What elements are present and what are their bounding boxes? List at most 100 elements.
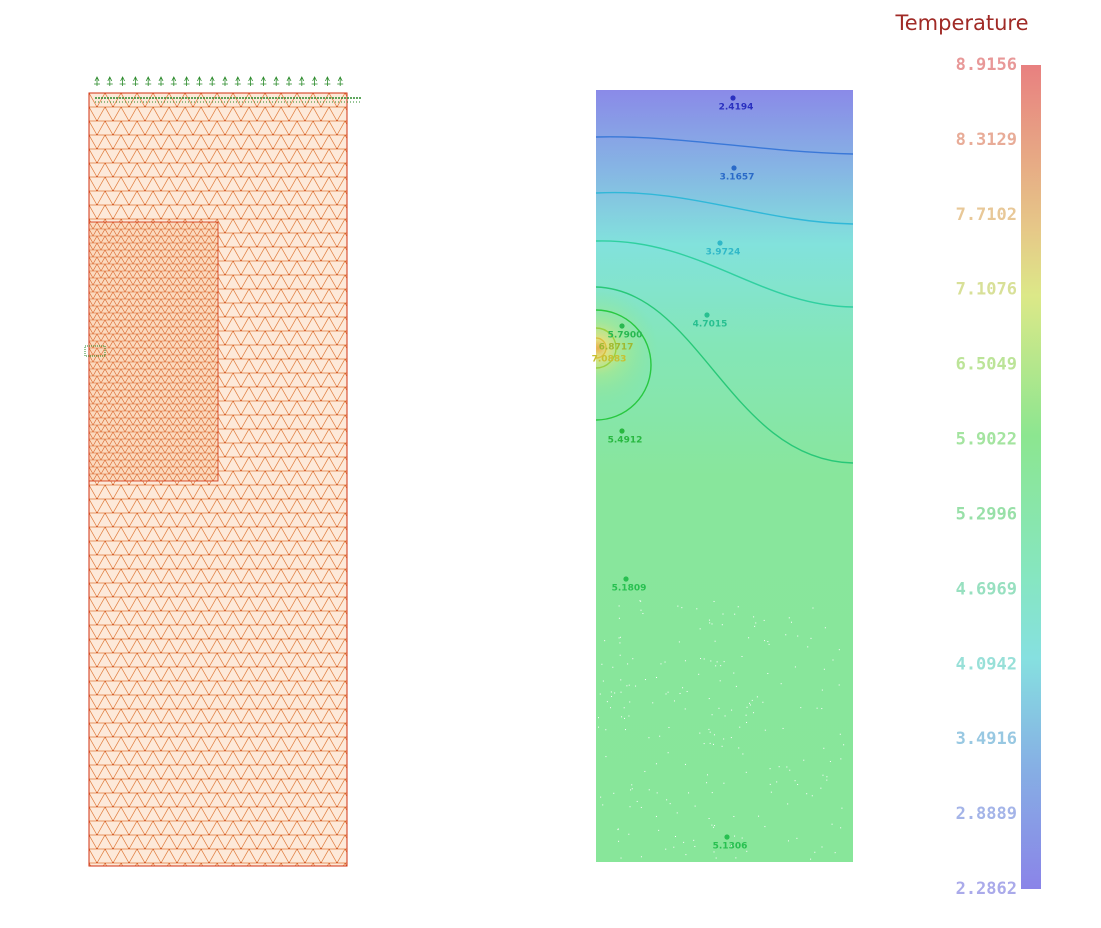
speckle	[600, 796, 602, 798]
speckle	[797, 635, 799, 637]
speckle	[787, 803, 789, 805]
speckle	[822, 774, 824, 776]
speckle	[708, 698, 710, 700]
marker	[132, 76, 139, 86]
probe-label: 5.7900	[608, 331, 643, 341]
speckle	[821, 846, 823, 848]
speckle	[677, 605, 679, 607]
colorbar	[1021, 65, 1041, 889]
speckle	[676, 812, 678, 814]
speckle	[621, 716, 623, 718]
speckle	[678, 641, 680, 643]
speckle	[617, 828, 619, 830]
speckle	[735, 857, 737, 859]
marker	[196, 76, 203, 86]
marker	[170, 76, 177, 86]
speckle	[656, 792, 658, 794]
speckle	[769, 783, 771, 785]
speckle	[684, 660, 686, 662]
hot-spot	[596, 90, 853, 862]
speckle	[812, 607, 814, 609]
speckle	[713, 734, 715, 736]
speckle	[721, 745, 723, 747]
probe-label: 2.4194	[719, 103, 754, 113]
speckle	[723, 738, 725, 740]
speckle	[767, 673, 769, 675]
speckle	[644, 770, 646, 772]
speckle	[666, 799, 668, 801]
marker	[260, 76, 267, 86]
speckle	[718, 707, 720, 709]
speckle	[619, 654, 621, 656]
speckle	[624, 729, 626, 731]
speckle	[737, 606, 739, 608]
probe-label: 5.1809	[612, 584, 647, 594]
speckle	[814, 851, 816, 853]
colorbar-label: 8.9156	[956, 55, 1017, 75]
speckle	[733, 815, 735, 817]
speckle	[821, 708, 823, 710]
probe-label: 6.8717	[599, 343, 634, 353]
speckle	[611, 695, 613, 697]
speckle	[721, 624, 723, 626]
speckle	[703, 658, 705, 660]
speckle	[770, 791, 772, 793]
speckle	[629, 701, 631, 703]
speckle	[636, 800, 638, 802]
colorbar-label: 3.4916	[956, 729, 1017, 749]
colorbar-label: 7.1076	[956, 280, 1017, 300]
speckle	[800, 707, 802, 709]
speckle	[745, 771, 747, 773]
speckle	[797, 784, 799, 786]
probe-point	[623, 576, 629, 582]
speckle	[790, 621, 792, 623]
speckle	[768, 643, 770, 645]
speckle	[618, 605, 620, 607]
speckle	[696, 608, 698, 610]
speckle	[789, 769, 791, 771]
speckle	[796, 837, 798, 839]
speckle	[839, 733, 841, 735]
speckle	[762, 701, 764, 703]
speckle	[741, 656, 743, 658]
speckle	[684, 708, 686, 710]
speckle	[684, 763, 686, 765]
speckle	[763, 619, 765, 621]
speckle	[652, 702, 654, 704]
speckle	[748, 702, 750, 704]
speckle	[658, 829, 660, 831]
speckle	[806, 793, 808, 795]
speckle	[623, 707, 625, 709]
marker	[234, 76, 241, 86]
speckle	[787, 840, 789, 842]
speckle	[617, 829, 619, 831]
speckle	[620, 857, 622, 859]
speckle	[826, 779, 828, 781]
speckle	[618, 617, 620, 619]
speckle	[738, 747, 740, 749]
speckle	[673, 700, 675, 702]
speckle	[700, 658, 702, 660]
speckle	[635, 685, 637, 687]
probe-point	[724, 834, 730, 840]
probe-point	[619, 428, 625, 434]
speckle	[708, 728, 710, 730]
marker	[298, 76, 305, 86]
speckle	[780, 683, 782, 685]
speckle	[604, 640, 606, 642]
speckle	[769, 768, 771, 770]
speckle	[840, 758, 842, 760]
speckle	[741, 837, 743, 839]
speckle	[610, 707, 612, 709]
speckle	[734, 835, 736, 837]
speckle	[719, 680, 721, 682]
speckle	[778, 766, 780, 768]
speckle	[723, 661, 725, 663]
speckle	[782, 727, 784, 729]
speckle	[682, 687, 684, 689]
speckle	[753, 712, 755, 714]
speckle	[712, 743, 714, 745]
speckle	[739, 726, 741, 728]
marker	[106, 76, 113, 86]
marker	[94, 76, 100, 86]
